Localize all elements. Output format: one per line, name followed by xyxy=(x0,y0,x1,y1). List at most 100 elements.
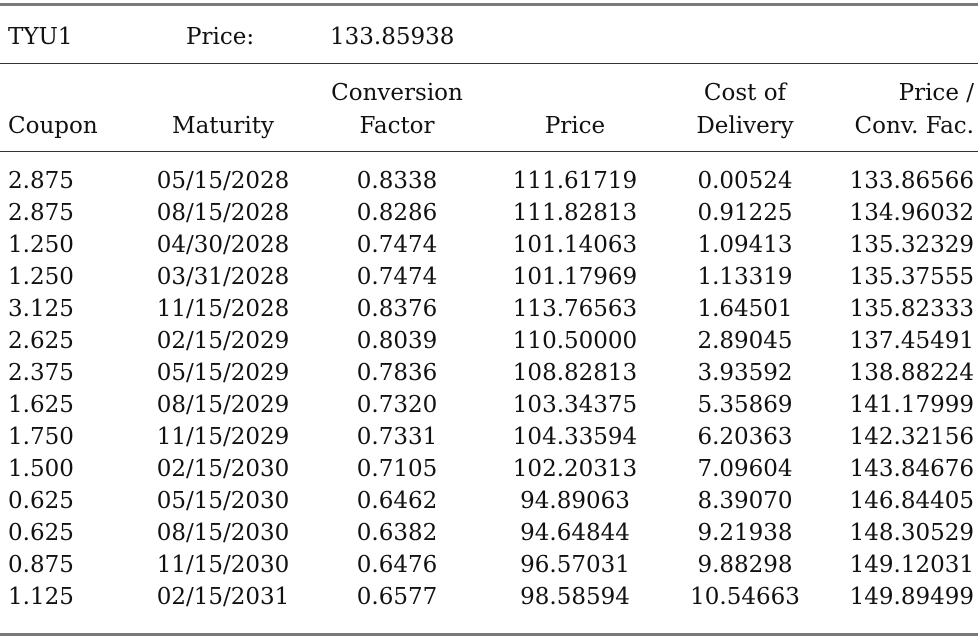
summary-rule xyxy=(0,63,978,64)
conversion-factor-cell: 0.8338 xyxy=(356,168,438,194)
price-conv-fac-cell: 135.37555 xyxy=(849,264,974,290)
price-conv-fac-cell: 149.89499 xyxy=(849,584,974,610)
coupon-cell: 1.625 xyxy=(8,392,74,418)
price-conv-fac-cell: 141.17999 xyxy=(849,392,974,418)
table-row: 1.250 04/30/2028 0.7474 101.14063 1.0941… xyxy=(0,232,978,258)
table-row: 2.375 05/15/2029 0.7836 108.82813 3.9359… xyxy=(0,360,978,386)
maturity-cell: 05/15/2029 xyxy=(156,360,290,386)
conversion-factor-cell: 0.7331 xyxy=(356,424,438,450)
table-row: 1.250 03/31/2028 0.7474 101.17969 1.1331… xyxy=(0,264,978,290)
table-row: 1.625 08/15/2029 0.7320 103.34375 5.3586… xyxy=(0,392,978,418)
price-cell: 108.82813 xyxy=(512,360,638,386)
cost-of-delivery-cell: 8.39070 xyxy=(697,488,793,514)
price-cell: 101.14063 xyxy=(512,232,638,258)
conversion-factor-cell: 0.7320 xyxy=(356,392,438,418)
conversion-factor-cell: 0.6462 xyxy=(356,488,438,514)
cost-of-delivery-cell: 9.88298 xyxy=(697,552,793,578)
cost-of-delivery-cell: 0.00524 xyxy=(697,168,793,194)
cost-of-delivery-cell: 7.09604 xyxy=(697,456,793,482)
maturity-cell: 04/30/2028 xyxy=(156,232,290,258)
table-row: 1.750 11/15/2029 0.7331 104.33594 6.2036… xyxy=(0,424,978,450)
cost-of-delivery-cell: 6.20363 xyxy=(697,424,793,450)
coupon-cell: 1.250 xyxy=(8,232,74,258)
price-conv-fac-cell: 143.84676 xyxy=(849,456,974,482)
table-row: 0.875 11/15/2030 0.6476 96.57031 9.88298… xyxy=(0,552,978,578)
header-conversion-factor: Factor xyxy=(359,113,435,139)
price-cell: 101.17969 xyxy=(512,264,638,290)
price-cell: 113.76563 xyxy=(512,296,638,322)
table-row: 1.500 02/15/2030 0.7105 102.20313 7.0960… xyxy=(0,456,978,482)
coupon-cell: 0.625 xyxy=(8,520,74,546)
price-conv-fac-cell: 135.82333 xyxy=(849,296,974,322)
price-value: 133.85938 xyxy=(330,24,455,50)
header-maturity: Maturity xyxy=(172,113,274,139)
coupon-cell: 2.875 xyxy=(8,168,74,194)
maturity-cell: 08/15/2030 xyxy=(156,520,290,546)
conversion-factor-cell: 0.8286 xyxy=(356,200,438,226)
coupon-cell: 2.625 xyxy=(8,328,74,354)
header-cost-line1: Cost of xyxy=(703,80,787,106)
price-cell: 102.20313 xyxy=(512,456,638,482)
maturity-cell: 11/15/2028 xyxy=(156,296,290,322)
contract-code: TYU1 xyxy=(8,24,73,50)
cost-of-delivery-cell: 9.21938 xyxy=(697,520,793,546)
coupon-cell: 0.875 xyxy=(8,552,74,578)
price-cell: 94.89063 xyxy=(520,488,630,514)
price-conv-fac-cell: 134.96032 xyxy=(849,200,974,226)
coupon-cell: 1.125 xyxy=(8,584,74,610)
price-cell: 110.50000 xyxy=(512,328,638,354)
cost-of-delivery-cell: 1.09413 xyxy=(697,232,793,258)
table-row: 0.625 08/15/2030 0.6382 94.64844 9.21938… xyxy=(0,520,978,546)
coupon-cell: 2.375 xyxy=(8,360,74,386)
top-rule xyxy=(0,3,978,6)
maturity-cell: 02/15/2030 xyxy=(156,456,290,482)
conversion-factor-cell: 0.8039 xyxy=(356,328,438,354)
table-row: 2.875 08/15/2028 0.8286 111.82813 0.9122… xyxy=(0,200,978,226)
price-label: Price: xyxy=(186,24,255,50)
maturity-cell: 11/15/2029 xyxy=(156,424,290,450)
conversion-factor-cell: 0.8376 xyxy=(356,296,438,322)
coupon-cell: 2.875 xyxy=(8,200,74,226)
header-price-conv-fac: Conv. Fac. xyxy=(854,113,974,139)
price-cell: 104.33594 xyxy=(512,424,638,450)
price-conv-fac-cell: 135.32329 xyxy=(849,232,974,258)
price-cell: 111.82813 xyxy=(512,200,638,226)
conversion-factor-cell: 0.7474 xyxy=(356,232,438,258)
price-conv-fac-cell: 149.12031 xyxy=(849,552,974,578)
maturity-cell: 03/31/2028 xyxy=(156,264,290,290)
maturity-cell: 11/15/2030 xyxy=(156,552,290,578)
price-cell: 94.64844 xyxy=(520,520,630,546)
table-row: 2.875 05/15/2028 0.8338 111.61719 0.0052… xyxy=(0,168,978,194)
coupon-cell: 1.250 xyxy=(8,264,74,290)
header-coupon: Coupon xyxy=(8,113,98,139)
header-ratio-line1: Price / xyxy=(898,80,974,106)
conversion-factor-cell: 0.7836 xyxy=(356,360,438,386)
price-conv-fac-cell: 146.84405 xyxy=(849,488,974,514)
conversion-factor-cell: 0.6382 xyxy=(356,520,438,546)
cost-of-delivery-cell: 0.91225 xyxy=(697,200,793,226)
cost-of-delivery-cell: 10.54663 xyxy=(690,584,800,610)
price-conv-fac-cell: 148.30529 xyxy=(849,520,974,546)
coupon-cell: 0.625 xyxy=(8,488,74,514)
price-cell: 111.61719 xyxy=(512,168,638,194)
coupon-cell: 3.125 xyxy=(8,296,74,322)
price-cell: 96.57031 xyxy=(520,552,630,578)
table-row: 2.625 02/15/2029 0.8039 110.50000 2.8904… xyxy=(0,328,978,354)
conversion-factor-cell: 0.7474 xyxy=(356,264,438,290)
coupon-cell: 1.750 xyxy=(8,424,74,450)
price-cell: 98.58594 xyxy=(520,584,630,610)
price-conv-fac-cell: 137.45491 xyxy=(849,328,974,354)
header-price: Price xyxy=(544,113,606,139)
header-conversion-line1: Conversion xyxy=(331,80,463,106)
price-conv-fac-cell: 138.88224 xyxy=(849,360,974,386)
table-row: 0.625 05/15/2030 0.6462 94.89063 8.39070… xyxy=(0,488,978,514)
conversion-factor-cell: 0.6476 xyxy=(356,552,438,578)
header-cost-of-delivery: Delivery xyxy=(696,113,794,139)
maturity-cell: 02/15/2031 xyxy=(156,584,290,610)
price-conv-fac-cell: 133.86566 xyxy=(849,168,974,194)
cost-of-delivery-cell: 1.13319 xyxy=(697,264,793,290)
maturity-cell: 08/15/2028 xyxy=(156,200,290,226)
coupon-cell: 1.500 xyxy=(8,456,74,482)
maturity-cell: 08/15/2029 xyxy=(156,392,290,418)
conversion-factor-cell: 0.7105 xyxy=(356,456,438,482)
